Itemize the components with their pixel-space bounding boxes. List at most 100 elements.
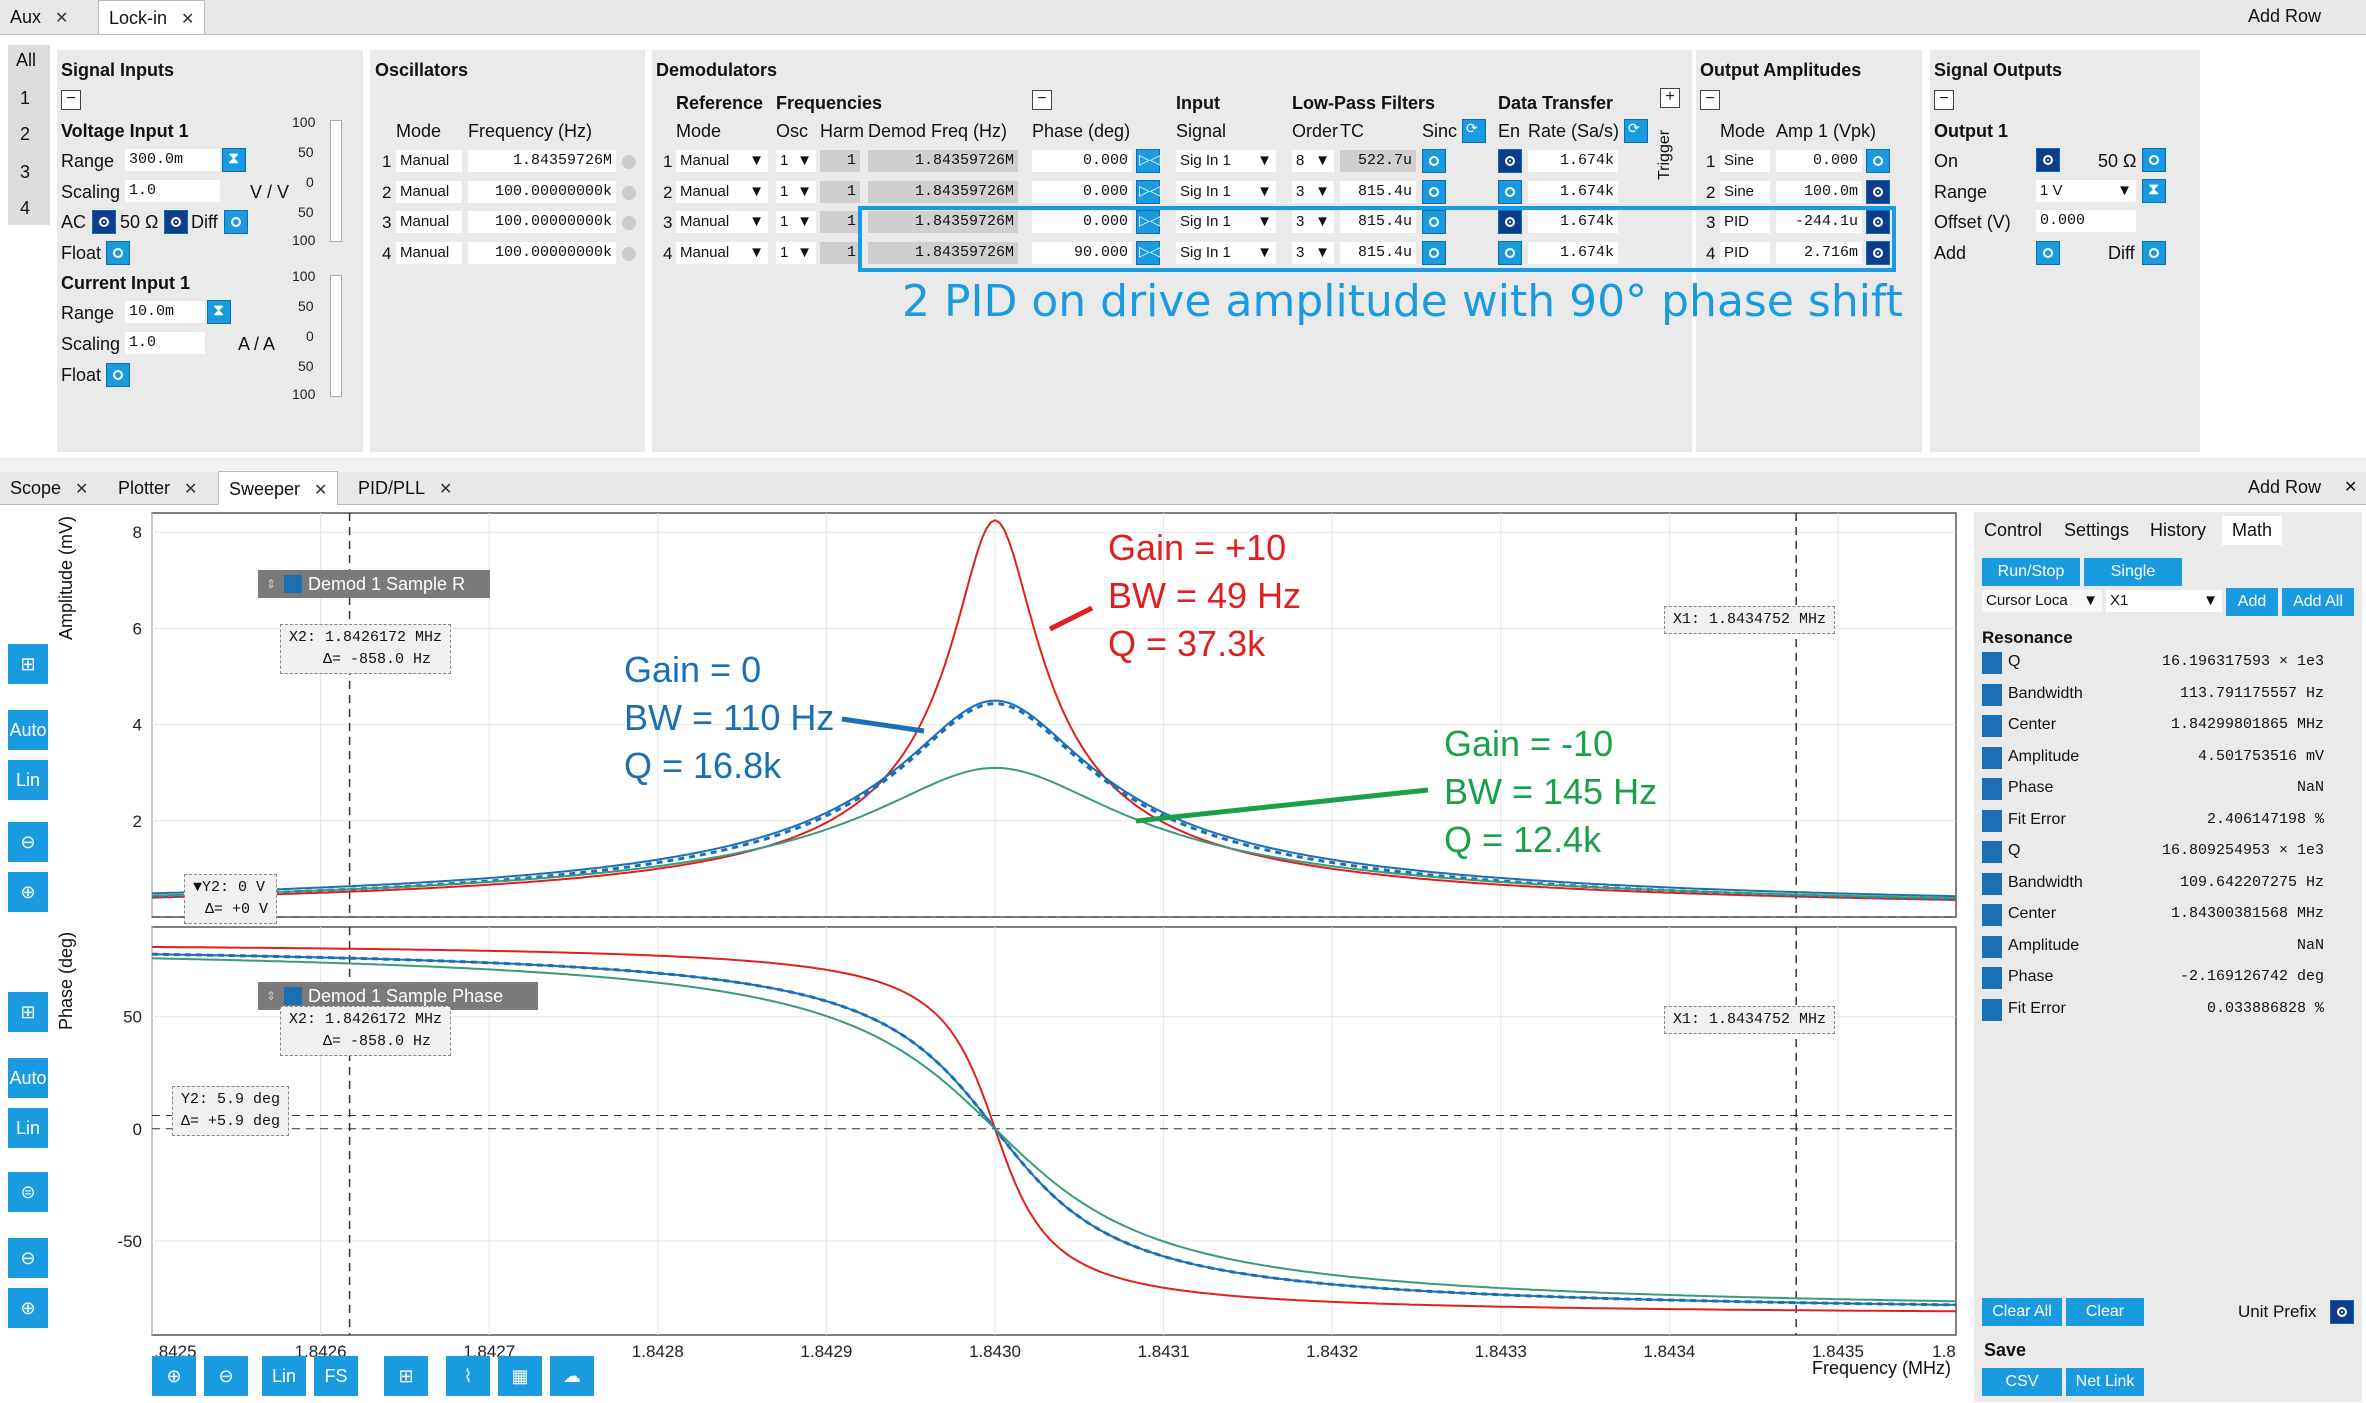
- math-row-swatch[interactable]: [1982, 683, 2002, 706]
- math-row-swatch[interactable]: [1982, 841, 2002, 863]
- demod-rate-input[interactable]: 1.674k: [1528, 180, 1618, 203]
- demod-tc-input[interactable]: 815.4u: [1340, 241, 1416, 264]
- unit-prefix-toggle[interactable]: [2330, 1300, 2354, 1324]
- demod-osc-select[interactable]: 1 ▼: [776, 150, 816, 172]
- osc-freq-input[interactable]: 100.00000000k: [468, 211, 616, 233]
- csv-button[interactable]: CSV: [1982, 1368, 2062, 1396]
- demod-signal-select[interactable]: Sig In 1 ▼: [1176, 180, 1276, 203]
- out-amp-input[interactable]: 2.716m: [1776, 241, 1862, 264]
- tab-math[interactable]: Math: [2222, 516, 2283, 545]
- cursor-tool-icon[interactable]: ⊞: [8, 644, 48, 684]
- fs-button[interactable]: FS: [314, 1356, 358, 1396]
- tab-scope[interactable]: Scope ✕: [0, 471, 98, 505]
- output-on-toggle[interactable]: [2036, 148, 2060, 172]
- demod-order-select[interactable]: 3 ▼: [1292, 241, 1334, 264]
- scaling-input[interactable]: 1.0: [125, 180, 220, 202]
- 50ohm-toggle[interactable]: [164, 210, 188, 234]
- demod-enable-toggle[interactable]: [1498, 179, 1522, 204]
- out-enable-toggle[interactable]: [1866, 210, 1890, 234]
- demod-harm-input[interactable]: 1: [820, 241, 860, 264]
- demod-enable-toggle[interactable]: [1498, 240, 1522, 265]
- clear-all-button[interactable]: Clear All: [1982, 1298, 2062, 1326]
- demod-tc-input[interactable]: 815.4u: [1340, 211, 1416, 233]
- zoom-in-x-icon[interactable]: ⊕: [152, 1356, 196, 1396]
- math-row-swatch[interactable]: [1982, 715, 2002, 737]
- close-icon[interactable]: ✕: [75, 481, 89, 498]
- x-cursor-icon[interactable]: ⊞: [384, 1356, 428, 1396]
- current-scaling-input[interactable]: 1.0: [125, 332, 205, 354]
- cursor-tool-icon-2[interactable]: ⊞: [8, 992, 48, 1032]
- auto-button-2[interactable]: Auto: [8, 1058, 48, 1098]
- math-row-swatch[interactable]: [1982, 998, 2002, 1021]
- tab-pid-pll[interactable]: PID/PLL ✕: [348, 471, 462, 505]
- expand-icon[interactable]: +: [1660, 88, 1680, 108]
- cloud-save-icon[interactable]: ☁: [550, 1356, 594, 1396]
- zoom-out-icon[interactable]: ⊖: [8, 1238, 48, 1278]
- demod-signal-select[interactable]: Sig In 1 ▼: [1176, 241, 1276, 264]
- math-row-swatch[interactable]: [1982, 872, 2002, 895]
- demod-osc-select[interactable]: 1 ▼: [776, 241, 816, 264]
- phase-adjust-icon[interactable]: ▷◁: [1136, 210, 1161, 234]
- zoom-fit-icon-2[interactable]: ⊜: [8, 1172, 48, 1212]
- out-mode-select[interactable]: PID: [1720, 241, 1770, 264]
- math-row-swatch[interactable]: [1982, 746, 2002, 769]
- math-row-swatch[interactable]: [1982, 652, 2002, 674]
- lin-button-2[interactable]: Lin: [8, 1108, 48, 1148]
- x-lin-button[interactable]: Lin: [262, 1356, 306, 1396]
- close-icon[interactable]: ✕: [439, 481, 453, 498]
- zoom-fit-icon[interactable]: ⊖: [8, 822, 48, 862]
- demod-harm-input[interactable]: 1: [820, 150, 860, 172]
- out-auto-range-icon[interactable]: ⧗: [2142, 179, 2166, 203]
- sinc-toggle[interactable]: [1422, 149, 1446, 173]
- demod-order-select[interactable]: 3 ▼: [1292, 211, 1334, 233]
- current-float-toggle[interactable]: [106, 363, 130, 387]
- math-row-swatch[interactable]: [1982, 904, 2002, 926]
- demod-harm-input[interactable]: 1: [820, 180, 860, 203]
- tab-lock-in[interactable]: Lock-in ✕: [98, 0, 206, 34]
- out-mode-select[interactable]: Sine: [1720, 150, 1770, 172]
- out-amp-input[interactable]: 0.000: [1776, 150, 1862, 172]
- side-tab-3[interactable]: 3: [20, 162, 31, 182]
- net-link-button[interactable]: Net Link: [2066, 1368, 2144, 1396]
- sinc-toggle[interactable]: [1422, 210, 1446, 234]
- osc-freq-input[interactable]: 1.84359726M: [468, 150, 616, 172]
- auto-range-icon[interactable]: ⧗: [222, 148, 246, 172]
- demod-rate-input[interactable]: 1.674k: [1528, 211, 1618, 233]
- out-50ohm-toggle[interactable]: [2142, 148, 2166, 172]
- demod-order-select[interactable]: 3 ▼: [1292, 180, 1334, 203]
- math-tool-icon[interactable]: ⌇: [446, 1356, 490, 1396]
- zoom-in-icon-2[interactable]: ⊕: [8, 1288, 48, 1328]
- close-icon[interactable]: ✕: [2344, 479, 2358, 496]
- sweeper-chart[interactable]: .8425 1.8426 1.8427 1.8428 1.8429 1.8430 1.843…: [0, 505, 1980, 1365]
- bottom-legend[interactable]: ⇕ Demod 1 Sample Phase: [258, 982, 538, 1010]
- float-toggle[interactable]: [106, 241, 130, 265]
- tab-control[interactable]: Control: [1984, 520, 2043, 540]
- out-enable-toggle[interactable]: [1866, 149, 1890, 173]
- phase-adjust-icon[interactable]: ▷◁: [1136, 149, 1161, 173]
- close-icon[interactable]: ✕: [181, 11, 195, 28]
- add-button[interactable]: Add: [2226, 588, 2278, 616]
- demod-tc-input[interactable]: 815.4u: [1340, 180, 1416, 203]
- rate-all-icon[interactable]: ⟳: [1624, 119, 1648, 143]
- zoom-in-icon[interactable]: ⊕: [8, 872, 48, 912]
- out-enable-toggle[interactable]: [1866, 240, 1890, 265]
- top-legend[interactable]: ⇕ Demod 1 Sample R: [258, 570, 490, 598]
- range-input[interactable]: 300.0m: [125, 149, 220, 171]
- lin-button[interactable]: Lin: [8, 760, 48, 800]
- add-all-button[interactable]: Add All: [2282, 588, 2354, 616]
- tab-history[interactable]: History: [2150, 520, 2207, 540]
- sinc-all-icon[interactable]: ⟳: [1462, 119, 1486, 143]
- out-mode-select[interactable]: Sine: [1720, 180, 1770, 203]
- demod-enable-toggle[interactable]: [1498, 210, 1522, 234]
- side-tab-2[interactable]: 2: [20, 124, 31, 144]
- math-row-swatch[interactable]: [1982, 935, 2002, 958]
- side-tab-4[interactable]: 4: [20, 198, 31, 218]
- phase-adjust-icon[interactable]: ▷◁: [1136, 240, 1161, 265]
- run-stop-button[interactable]: Run/Stop: [1982, 558, 2080, 586]
- demod-tc-input[interactable]: 522.7u: [1340, 150, 1416, 172]
- demod-phase-input[interactable]: 0.000: [1032, 150, 1132, 172]
- demod-rate-input[interactable]: 1.674k: [1528, 241, 1618, 264]
- add-toggle[interactable]: [2036, 241, 2060, 265]
- cursor-select[interactable]: X1 ▼: [2106, 590, 2222, 612]
- out-amp-input[interactable]: -244.1u: [1776, 211, 1862, 233]
